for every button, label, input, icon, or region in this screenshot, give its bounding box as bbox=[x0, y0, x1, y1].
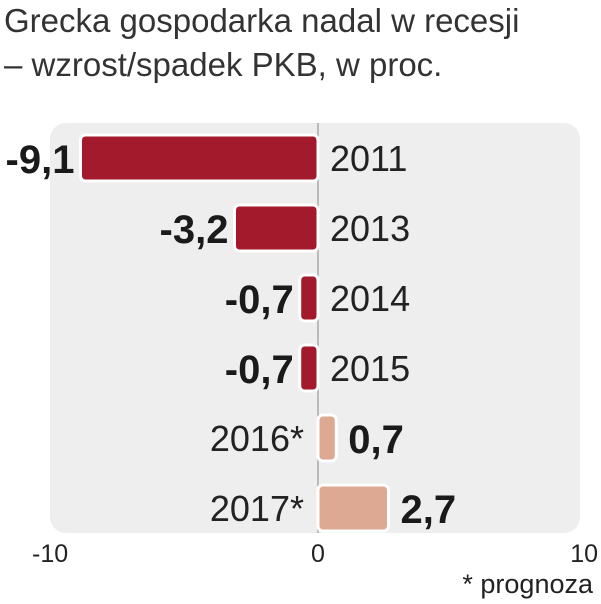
value-label: -0,7 bbox=[225, 348, 294, 392]
value-label: -3,2 bbox=[160, 208, 229, 252]
bar-2013 bbox=[232, 203, 320, 253]
chart-panel bbox=[50, 123, 580, 533]
value-label: 0,7 bbox=[348, 418, 404, 462]
bar-2014 bbox=[298, 273, 320, 323]
value-label: -9,1 bbox=[6, 138, 75, 182]
x-tick-label: -10 bbox=[32, 540, 68, 568]
chart-subtitle: – wzrost/spadek PKB, w proc. bbox=[4, 46, 443, 83]
bar-2016-forecast bbox=[316, 413, 338, 463]
category-label: 2013 bbox=[330, 208, 410, 249]
x-tick-label: 0 bbox=[311, 540, 325, 568]
bar-2015 bbox=[298, 343, 320, 393]
value-label: 2,7 bbox=[400, 488, 456, 532]
value-label: -0,7 bbox=[225, 278, 294, 322]
category-label: 2015 bbox=[330, 348, 410, 389]
category-label: 2017* bbox=[210, 488, 304, 529]
chart-title: Grecka gospodarka nadal w recesji bbox=[4, 2, 520, 39]
bar-2011 bbox=[78, 133, 320, 183]
x-tick-label: 10 bbox=[570, 540, 598, 568]
category-label: 2014 bbox=[330, 278, 410, 319]
footnote: * prognoza bbox=[462, 569, 593, 599]
category-label: 2011 bbox=[330, 138, 407, 179]
bar-2017-forecast bbox=[316, 483, 390, 533]
category-label: 2016* bbox=[210, 418, 304, 459]
